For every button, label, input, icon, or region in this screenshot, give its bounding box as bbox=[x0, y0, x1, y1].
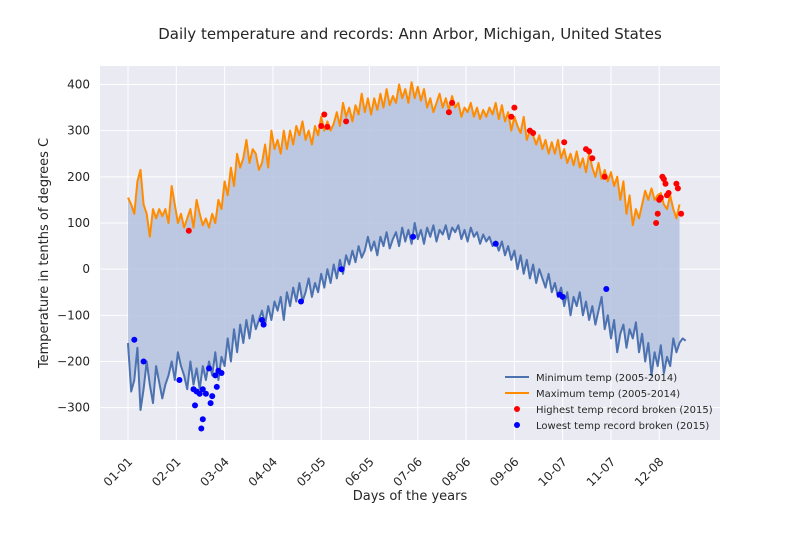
high-record-point bbox=[561, 139, 568, 146]
low-record-point bbox=[212, 372, 219, 379]
high-record-point bbox=[324, 123, 331, 130]
high-record-point bbox=[321, 111, 328, 118]
legend-label: Highest temp record broken (2015) bbox=[536, 405, 713, 416]
low-record-point bbox=[196, 390, 203, 397]
min-max-fill-area bbox=[128, 82, 680, 410]
high-record-point bbox=[589, 155, 596, 162]
y-tick-label: 400 bbox=[67, 77, 90, 91]
y-tick-label: −200 bbox=[57, 355, 90, 369]
low-record-point bbox=[260, 321, 267, 328]
high-record-point bbox=[530, 130, 537, 136]
low-record-point bbox=[213, 383, 220, 390]
high-record-point bbox=[586, 148, 593, 155]
low-record-point bbox=[559, 293, 566, 300]
y-tick-label: −100 bbox=[57, 308, 90, 322]
legend-point-swatch bbox=[514, 422, 520, 428]
y-tick-label: 200 bbox=[67, 170, 90, 184]
high-record-point bbox=[660, 176, 667, 183]
high-record-point bbox=[654, 210, 661, 217]
low-record-point bbox=[192, 402, 198, 409]
low-record-point bbox=[131, 336, 138, 343]
low-record-point bbox=[209, 393, 216, 400]
legend: Minimum temp (2005-2014) Maximum temp (20… bbox=[505, 373, 713, 432]
legend-label: Lowest temp record broken (2015) bbox=[536, 421, 709, 432]
high-record-point bbox=[343, 118, 350, 125]
high-record-point bbox=[511, 104, 518, 111]
high-record-point bbox=[657, 194, 664, 201]
low-record-point bbox=[603, 286, 610, 292]
legend-label: Minimum temp (2005-2014) bbox=[536, 373, 677, 384]
low-record-point bbox=[199, 416, 206, 423]
high-record-point bbox=[662, 180, 669, 187]
high-record-point bbox=[673, 180, 680, 187]
y-tick-label: 100 bbox=[67, 216, 90, 230]
high-record-point bbox=[185, 227, 192, 234]
low-record-point bbox=[176, 377, 183, 383]
max-temp-line bbox=[127, 81, 681, 238]
chart-title: Daily temperature and records: Ann Arbor… bbox=[158, 25, 662, 43]
low-record-point bbox=[338, 266, 345, 273]
high-record-point bbox=[508, 113, 515, 120]
high-record-point bbox=[678, 210, 685, 217]
y-tick-label: −300 bbox=[57, 401, 90, 415]
legend-point-swatch bbox=[514, 406, 520, 412]
y-tick-labels: 400 300 200 100 0 −100 −200 −300 bbox=[57, 77, 90, 414]
low-record-point bbox=[218, 370, 225, 376]
legend-label: Maximum temp (2005-2014) bbox=[536, 389, 680, 400]
low-record-point bbox=[199, 386, 206, 393]
record-points bbox=[131, 99, 685, 432]
low-record-point bbox=[410, 233, 417, 240]
y-tick-label: 0 bbox=[82, 262, 90, 276]
y-tick-label: 300 bbox=[67, 124, 90, 138]
high-record-point bbox=[601, 173, 608, 180]
low-record-point bbox=[207, 400, 214, 407]
series-lines bbox=[127, 81, 687, 411]
low-record-point bbox=[298, 298, 304, 305]
y-axis-label: Temperature in tenths of degrees C bbox=[37, 138, 52, 369]
low-record-point bbox=[140, 358, 147, 365]
temp-range-fill bbox=[128, 82, 680, 410]
high-record-point bbox=[449, 99, 456, 106]
min-temp-line bbox=[127, 222, 687, 411]
low-record-point bbox=[202, 390, 209, 397]
high-record-point bbox=[653, 220, 660, 226]
low-record-point bbox=[492, 240, 499, 247]
high-record-point bbox=[445, 109, 452, 116]
high-record-point bbox=[318, 123, 325, 129]
low-record-point bbox=[198, 425, 205, 432]
high-record-point bbox=[674, 185, 681, 192]
low-record-point bbox=[206, 365, 212, 372]
high-record-point bbox=[665, 190, 672, 196]
low-record-point bbox=[259, 317, 265, 323]
x-axis-label: Days of the years bbox=[353, 489, 468, 504]
